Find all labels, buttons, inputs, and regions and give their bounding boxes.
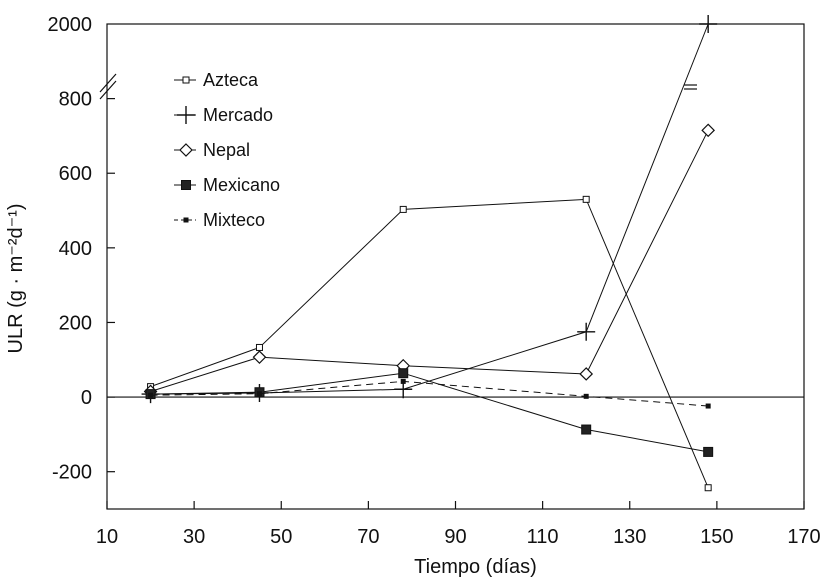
series-line-nepal [150, 130, 709, 392]
series-break-mark [684, 84, 697, 90]
series-line-mexicano [150, 372, 709, 453]
data-point-azteca [582, 195, 590, 203]
x-tick-label: 90 [444, 526, 466, 548]
data-point-mixteco [256, 391, 262, 397]
legend-label: Mercado [203, 105, 273, 125]
data-point-mixteco [400, 378, 406, 384]
x-tick-label: 10 [96, 526, 118, 548]
legend: Azteca Mercado Nepal Mexicano Mixteco [174, 70, 280, 230]
x-tick-label: 30 [183, 526, 205, 548]
data-point-nepal [701, 123, 716, 138]
x-tick-label: 70 [357, 526, 379, 548]
data-point-nepal [579, 367, 594, 381]
legend-label: Mixteco [203, 210, 265, 230]
series-layer [141, 15, 718, 492]
legend-item-mixteco: Mixteco [174, 210, 265, 230]
plot-frame [106, 23, 805, 510]
x-axis-ticks: 10 30 50 70 90 110 130 150 170 [96, 501, 821, 548]
y-tick-label: -200 [52, 462, 92, 484]
y-axis-ticks: -200 0 200 400 600 800 2000 [48, 14, 115, 484]
legend-item-mexicano: Mexicano [174, 175, 280, 195]
legend-marker [182, 76, 190, 84]
legend-marker [179, 143, 193, 157]
legend-label: Mexicano [203, 175, 280, 195]
legend-marker [177, 106, 195, 124]
data-point-azteca [399, 205, 407, 213]
legend-item-nepal: Nepal [174, 140, 250, 160]
x-tick-label: 110 [527, 526, 559, 548]
data-point-azteca [255, 343, 263, 351]
x-tick-label: 150 [700, 526, 733, 548]
data-point-mexicano [398, 368, 409, 379]
y-axis-title: ULR (g · m⁻²d⁻¹) [5, 204, 27, 354]
y-tick-label: 0 [81, 387, 92, 409]
data-point-mixteco [148, 392, 154, 398]
legend-item-mercado: Mercado [174, 105, 273, 125]
legend-marker [181, 180, 191, 190]
data-point-azteca [704, 484, 712, 492]
y-tick-label: 200 [59, 312, 92, 334]
y-axis-break-mark [99, 73, 117, 100]
y-tick-label: 800 [59, 89, 92, 111]
legend-item-azteca: Azteca [174, 70, 259, 90]
y-tick-label: 2000 [48, 14, 93, 36]
legend-label: Azteca [203, 70, 259, 90]
series-nepal [143, 123, 716, 399]
legend-label: Nepal [203, 140, 250, 160]
data-point-mexicano [581, 424, 592, 435]
series-mexicano [145, 368, 714, 457]
series-mixteco [148, 378, 711, 409]
y-tick-label: 400 [59, 238, 92, 260]
data-point-mixteco [705, 403, 711, 409]
data-point-mexicano [703, 446, 714, 457]
x-tick-label: 50 [270, 526, 292, 548]
series-line-azteca [150, 198, 709, 488]
data-point-mercado [577, 322, 596, 341]
x-axis-title: Tiempo (días) [414, 556, 537, 578]
y-tick-label: 600 [59, 163, 92, 185]
legend-marker [183, 217, 189, 223]
data-point-nepal [252, 350, 267, 365]
x-tick-label: 170 [787, 526, 820, 548]
data-point-mixteco [583, 393, 589, 399]
x-tick-label: 130 [613, 526, 646, 548]
data-point-mercado [699, 15, 718, 33]
series-azteca [147, 195, 712, 492]
